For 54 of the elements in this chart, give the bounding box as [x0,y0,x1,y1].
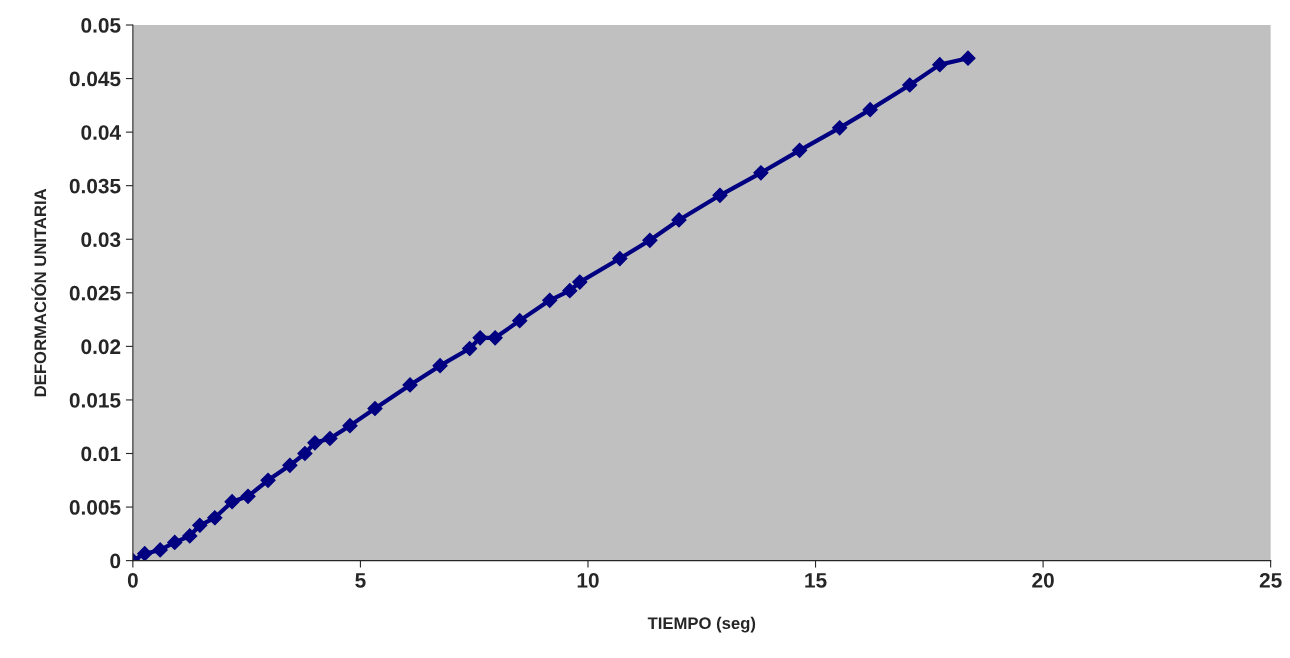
y-tick-label: 0.015 [69,392,121,408]
point [792,142,808,158]
x-tick-label: 25 [1259,572,1282,588]
point [167,534,183,550]
y-axis-title: DEFORMACIÓN UNITARIA [31,188,47,397]
y-tick-label: 0.02 [81,339,121,355]
point [612,250,628,267]
point [671,212,687,228]
x-tick-label: 10 [577,572,599,588]
point [342,418,358,434]
point [542,292,558,308]
y-tick-label: 0.025 [69,285,121,301]
point [487,330,503,346]
point [562,283,578,299]
y-tick-label: 0.045 [69,71,121,87]
point [462,340,478,357]
point [753,165,769,181]
x-tick-label: 15 [805,573,827,588]
point [192,517,208,533]
point [902,77,918,93]
point [224,494,240,510]
x-tick-label: 0 [127,572,138,588]
point [862,102,878,118]
point [402,377,418,393]
x-tick-label: 20 [1032,572,1054,588]
point [642,232,658,248]
point [182,528,198,544]
point [712,187,728,203]
point [472,330,488,346]
point [297,445,313,462]
y-tick-label: 0.005 [69,500,121,515]
x-tick-label: 5 [355,573,366,588]
y-tick-label: 0.01 [81,446,121,462]
point [367,400,383,417]
point [512,313,528,329]
x-axis-title: TIEMPO (seg) [647,616,756,633]
point [932,57,948,73]
y-tick-label: 0.03 [81,232,121,248]
y-tick-label: 0.035 [69,178,121,194]
y-tick-label: 0.05 [81,18,121,33]
point [152,542,168,558]
point [282,457,298,473]
point [137,546,153,561]
y-tick-label: 0.04 [81,125,121,140]
point [307,435,323,451]
y-tick-label: 0 [110,553,121,569]
point [832,120,848,136]
point [322,430,338,447]
point [960,50,976,66]
point [260,472,276,488]
point [207,510,223,526]
point [432,358,448,374]
point [572,274,588,290]
point [240,488,256,504]
